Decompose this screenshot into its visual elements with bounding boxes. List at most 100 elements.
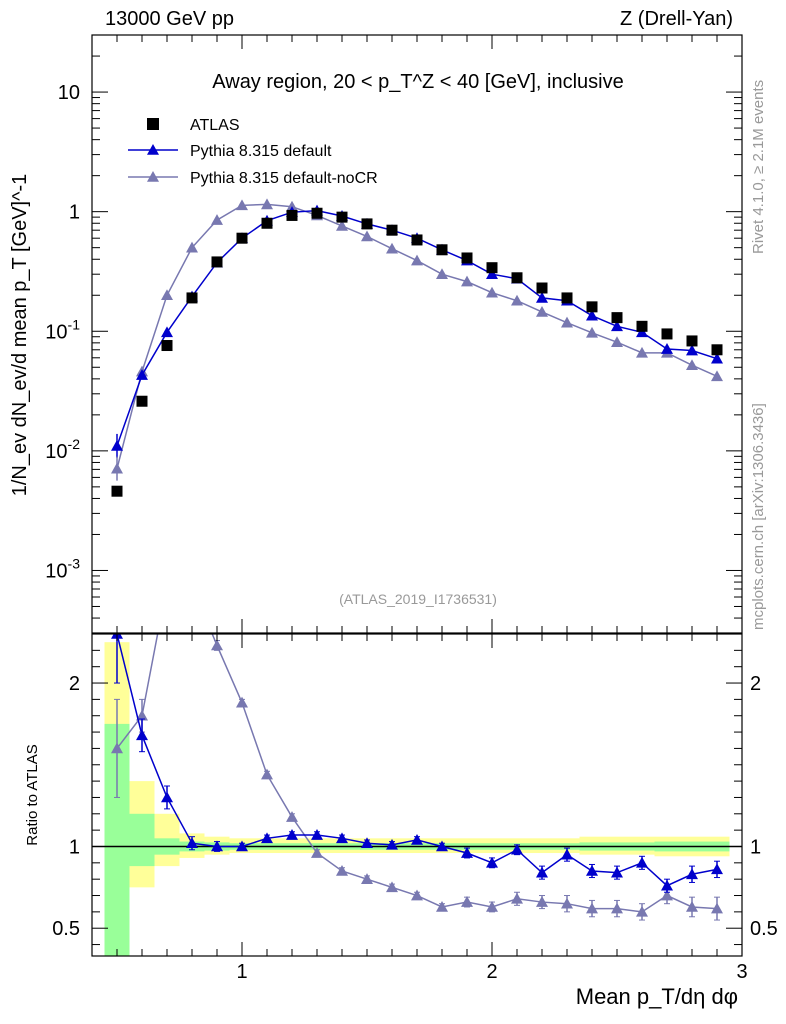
- ratio-data-point: [161, 791, 173, 803]
- data-point: [386, 242, 398, 254]
- data-point: [386, 224, 398, 236]
- data-point: [236, 232, 248, 244]
- y-tick-label: 10-3: [45, 555, 80, 582]
- ratio-data-point: [286, 811, 298, 822]
- data-point: [711, 352, 723, 364]
- data-point: [636, 320, 648, 332]
- ratio-data-point: [336, 865, 348, 876]
- data-point: [661, 328, 673, 340]
- data-point: [486, 262, 498, 274]
- data-point: [336, 211, 348, 223]
- data-point: [111, 485, 123, 497]
- stat-uncertainty-band: [129, 813, 155, 867]
- ratio-data-point: [486, 856, 498, 868]
- data-point: [261, 198, 273, 210]
- ratio-data-point: [236, 696, 248, 708]
- data-point: [136, 369, 148, 380]
- ratio-tick-label: 1: [69, 836, 80, 858]
- y-tick-label: 10: [58, 82, 80, 104]
- ratio-data-point: [436, 840, 448, 852]
- data-point: [611, 312, 623, 324]
- data-point: [186, 292, 198, 304]
- data-point: [661, 343, 673, 354]
- legend-marker-atlas: [147, 118, 159, 130]
- ratio-data-point: [486, 900, 498, 912]
- data-point: [411, 234, 423, 246]
- data-point: [161, 326, 173, 338]
- ratio-data-point: [336, 832, 348, 844]
- ratio-data-point: [661, 879, 673, 891]
- ratio-data-point: [686, 868, 698, 880]
- ratio-y-axis-label: Ratio to ATLAS: [24, 744, 41, 845]
- rivet-version-label: Rivet 4.1.0, ≥ 2.1M events: [750, 79, 767, 254]
- data-point: [686, 344, 698, 356]
- ratio-data-point: [261, 768, 273, 780]
- data-point: [511, 272, 523, 284]
- data-point: [536, 291, 548, 303]
- data-point: [286, 209, 298, 221]
- data-point: [161, 340, 173, 352]
- ratio-tick-label: 2: [750, 673, 761, 695]
- ratio-data-point: [536, 896, 548, 907]
- data-point: [511, 294, 523, 306]
- ratio-tick-label: 1: [750, 836, 761, 858]
- ratio-data-point: [261, 832, 273, 844]
- data-point: [486, 268, 498, 279]
- x-axis-label: Mean p_T/dη dφ: [576, 984, 738, 1009]
- x-tick-label: 1: [236, 961, 247, 983]
- data-point: [586, 309, 598, 321]
- ratio-data-point: [361, 837, 373, 849]
- data-point: [261, 217, 273, 229]
- plot-title: Away region, 20 < p_T^Z < 40 [GeV], incl…: [212, 71, 623, 93]
- ratio-data-point: [211, 639, 223, 651]
- ratio-data-point: [136, 729, 148, 741]
- ratio-data-point: [161, 579, 173, 590]
- ratio-tick-label: 2: [69, 673, 80, 695]
- data-point: [211, 256, 223, 268]
- ratio-data-point: [561, 897, 573, 909]
- data-point: [436, 268, 448, 279]
- data-point: [711, 344, 723, 356]
- data-point: [711, 370, 723, 382]
- data-point: [161, 289, 173, 301]
- ratio-data-point: [186, 837, 198, 849]
- ratio-data-point: [461, 847, 473, 858]
- data-point: [561, 292, 573, 304]
- mcplots-reference-label: mcplots.cern.ch [arXiv:1306.3436]: [750, 403, 767, 630]
- ratio-data-point: [611, 902, 623, 914]
- series-line: [116, 209, 718, 447]
- data-point: [361, 230, 373, 242]
- ratio-data-point: [186, 579, 198, 590]
- data-point: [611, 336, 623, 348]
- legend-marker-default: [147, 144, 159, 155]
- data-point: [361, 218, 373, 230]
- ratio-data-point: [111, 742, 123, 754]
- y-tick-label: 10-1: [45, 316, 80, 343]
- ratio-data-point: [561, 848, 573, 860]
- ratio-data-point: [636, 905, 648, 917]
- ratio-data-point: [411, 889, 423, 901]
- ratio-data-point: [611, 866, 623, 878]
- ratio-data-point: [586, 902, 598, 914]
- ratio-data-point: [586, 865, 598, 876]
- data-point: [686, 359, 698, 371]
- ratio-data-point: [386, 881, 398, 893]
- ratio-data-point: [436, 900, 448, 912]
- ratio-data-point: [311, 847, 323, 858]
- data-point: [311, 207, 323, 219]
- data-point: [586, 326, 598, 338]
- ratio-data-point: [411, 833, 423, 845]
- legend-label: Pythia 8.315 default: [190, 143, 332, 160]
- y-tick-label: 1: [69, 202, 80, 224]
- data-point: [286, 200, 298, 212]
- ratio-data-point: [511, 843, 523, 855]
- legend-label: ATLAS: [190, 117, 240, 134]
- y-axis-label: 1/N_ev dN_ev/d mean p_T [GeV]^-1: [9, 174, 31, 497]
- analysis-watermark: (ATLAS_2019_I1736531): [339, 591, 497, 607]
- header-right: Z (Drell-Yan): [620, 8, 733, 30]
- ratio-data-point: [286, 829, 298, 840]
- legend-label: Pythia 8.315 default-noCR: [190, 170, 378, 187]
- data-point: [461, 275, 473, 287]
- ratio-data-point: [511, 892, 523, 904]
